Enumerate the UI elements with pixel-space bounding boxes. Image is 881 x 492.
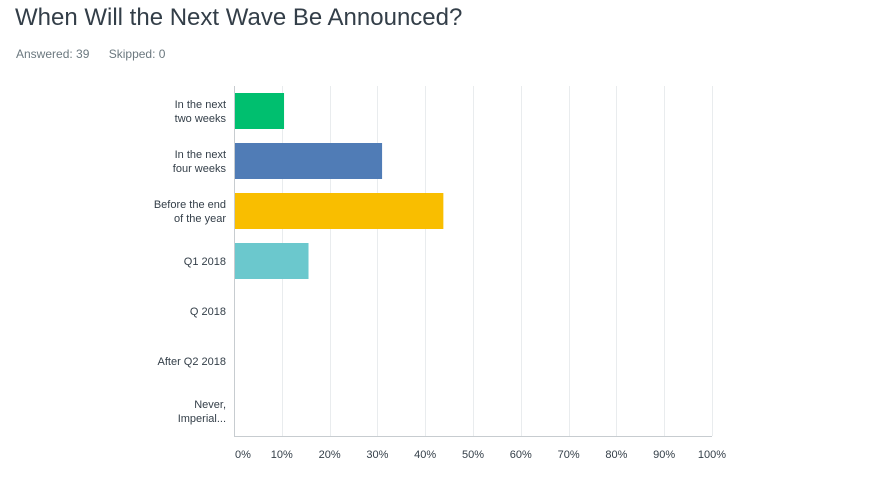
x-tick-label: 10% <box>271 449 293 461</box>
question-title: When Will the Next Wave Be Announced? <box>15 4 463 31</box>
response-stats: Answered: 39 Skipped: 0 <box>16 47 165 61</box>
x-tick-label: 80% <box>605 449 627 461</box>
x-tick-label: 30% <box>366 449 388 461</box>
category-label: Q1 2018 <box>184 256 226 268</box>
bar[interactable] <box>235 243 309 279</box>
answered-count: Answered: 39 <box>16 47 90 61</box>
category-label: In the next two weeks <box>175 99 227 125</box>
bar[interactable] <box>235 93 285 129</box>
category-label: Never, Imperial... <box>178 399 226 425</box>
category-label: Before the end of the year <box>154 199 227 225</box>
x-tick-label: 50% <box>462 449 484 461</box>
skipped-count: Skipped: 0 <box>108 47 166 61</box>
axes <box>234 86 712 437</box>
bars <box>235 93 444 279</box>
x-tick-label: 40% <box>414 449 436 461</box>
category-labels: In the next two weeks In the next four week… <box>154 99 227 425</box>
bar[interactable] <box>235 143 383 179</box>
category-label: In the next four weeks <box>173 149 227 175</box>
x-tick-label: 100% <box>698 449 726 461</box>
x-tick-label: 60% <box>510 449 532 461</box>
category-label: After Q2 2018 <box>158 356 227 368</box>
gridlines <box>282 86 713 436</box>
x-tick-label: 20% <box>319 449 341 461</box>
x-tick-labels: 0% 10% 20% 30% 40% 50% 60% 70% 80% 90% 100% <box>235 449 726 461</box>
x-tick-label: 90% <box>653 449 675 461</box>
category-label: Q 2018 <box>190 306 226 318</box>
bar[interactable] <box>235 193 444 229</box>
x-tick-label: 0% <box>235 449 251 461</box>
x-tick-label: 70% <box>558 449 580 461</box>
